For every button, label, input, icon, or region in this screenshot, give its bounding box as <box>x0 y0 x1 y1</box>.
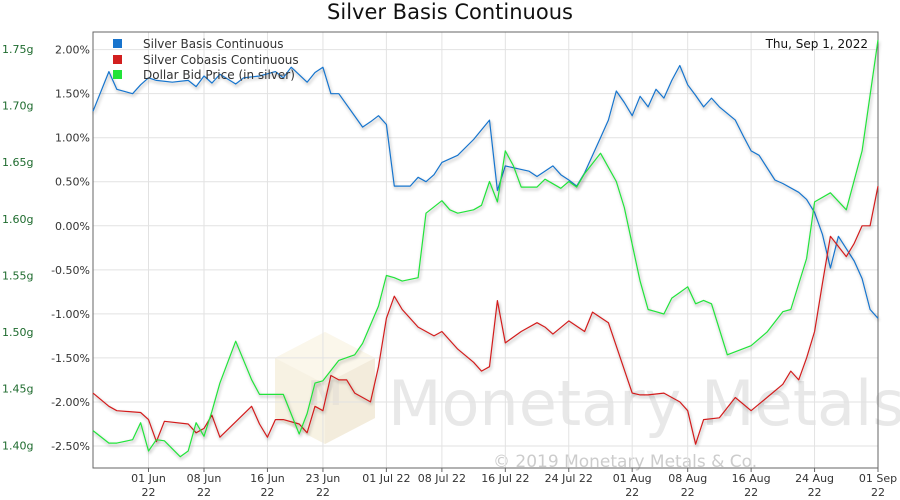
y-left-tick-label: -1.00% <box>51 308 90 321</box>
plot-area-frame <box>92 31 879 469</box>
x-tick-label: 01 Jul 22 <box>362 472 410 485</box>
y-left-tick-label: -1.50% <box>51 352 90 365</box>
y-left-tick-label: 1.00% <box>55 132 90 145</box>
svg-text:M: M <box>308 374 342 414</box>
series-3 <box>92 39 879 458</box>
series-1 <box>92 64 879 319</box>
x-tick-label-year: 22 <box>142 486 156 499</box>
chart-title: Silver Basis Continuous <box>327 0 573 24</box>
x-tick-label: 16 Jun <box>250 472 285 485</box>
y-right-tick-label: 1.40g <box>2 439 33 452</box>
x-tick-label: 01 Aug <box>613 472 652 485</box>
y-left-tick-label: 0.00% <box>55 220 90 233</box>
y-left-tick-label: 0.50% <box>55 176 90 189</box>
watermark-text: Monetary Metals <box>388 367 900 440</box>
y-left-tick-label: 2.00% <box>55 44 90 57</box>
y-right-tick-label: 1.55g <box>2 269 33 282</box>
series-line <box>92 64 879 319</box>
x-tick-label-year: 22 <box>260 486 274 499</box>
x-tick-label-year: 22 <box>625 486 639 499</box>
x-tick-label: 24 Jul 22 <box>545 472 593 485</box>
legend-label: Dollar Bid Price (in silver) <box>143 68 295 82</box>
legend-swatch <box>113 55 122 64</box>
y-right-tick-label: 1.60g <box>2 213 33 226</box>
x-tick-label: 16 Jul 22 <box>481 472 529 485</box>
monetary-metals-watermark: M Monetary Metals <box>275 332 900 444</box>
x-tick-label: 23 Jun <box>306 472 341 485</box>
y-left-tick-label: -2.50% <box>51 440 90 453</box>
legend-swatch <box>113 39 122 48</box>
x-tick-label: 01 Jun <box>131 472 166 485</box>
y-right-tick-label: 1.65g <box>2 156 33 169</box>
cube-logo-icon: M <box>275 332 375 444</box>
x-tick-label-year: 22 <box>316 486 330 499</box>
x-tick-label-year: 22 <box>871 486 885 499</box>
legend-swatch <box>113 70 122 79</box>
x-tick-label-year: 22 <box>197 486 211 499</box>
x-tick-label: 01 Sep <box>859 472 897 485</box>
series-line <box>92 185 879 445</box>
date-label: Thu, Sep 1, 2022 <box>765 37 868 51</box>
x-tick-label: 08 Jul 22 <box>418 472 466 485</box>
y-left-tick-label: -2.00% <box>51 396 90 409</box>
y-right-tick-label: 1.45g <box>2 383 33 396</box>
x-tick-label-year: 22 <box>681 486 695 499</box>
x-tick-label: 08 Aug <box>668 472 707 485</box>
legend: Silver Basis Continuous Silver Cobasis C… <box>113 37 299 82</box>
x-tick-label: 24 Aug <box>795 472 834 485</box>
copyright-text: © 2019 Monetary Metals & Co. <box>493 452 757 472</box>
x-tick-label: 08 Jun <box>187 472 222 485</box>
x-tick-label-year: 22 <box>808 486 822 499</box>
y-left-tick-label: 1.50% <box>55 88 90 101</box>
series-line <box>92 39 879 458</box>
y-right-tick-label: 1.50g <box>2 326 33 339</box>
y-right-tick-label: 1.70g <box>2 100 33 113</box>
x-tick-label: 16 Aug <box>732 472 771 485</box>
legend-label: Silver Cobasis Continuous <box>143 53 299 67</box>
y-left-tick-label: -0.50% <box>51 264 90 277</box>
series-2 <box>92 185 879 445</box>
y-right-tick-label: 1.75g <box>2 43 33 56</box>
legend-label: Silver Basis Continuous <box>143 37 284 51</box>
x-tick-label-year: 22 <box>744 486 758 499</box>
